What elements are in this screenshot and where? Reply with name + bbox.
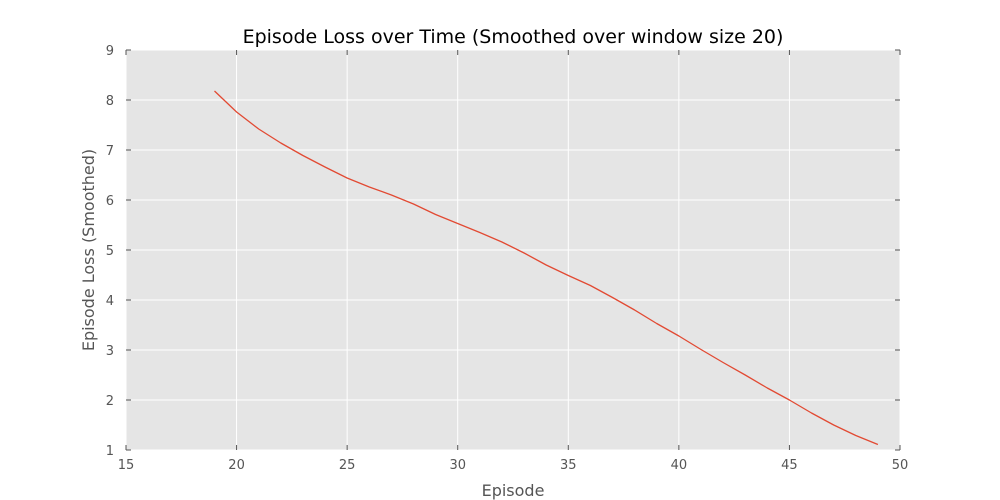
x-tick-label: 50 bbox=[892, 458, 909, 473]
y-tick-label: 1 bbox=[106, 444, 114, 459]
series-layer bbox=[214, 90, 879, 446]
x-tick-label: 30 bbox=[449, 458, 466, 473]
y-axis-label: Episode Loss (Smoothed) bbox=[79, 149, 98, 351]
x-axis-label: Episode bbox=[482, 481, 545, 500]
chart-title: Episode Loss over Time (Smoothed over wi… bbox=[243, 26, 784, 48]
x-tick-label: 20 bbox=[228, 458, 245, 473]
y-tick-label: 2 bbox=[106, 394, 114, 409]
y-tick-label: 4 bbox=[106, 294, 114, 309]
x-tick-label: 35 bbox=[560, 458, 577, 473]
y-tick-label: 8 bbox=[106, 94, 114, 109]
y-tick-label: 6 bbox=[106, 194, 114, 209]
grid-lines bbox=[125, 49, 901, 451]
y-tick-label: 7 bbox=[106, 144, 114, 159]
x-tick-label: 45 bbox=[781, 458, 798, 473]
y-tick-label: 3 bbox=[106, 344, 114, 359]
y-tick-label: 5 bbox=[106, 244, 114, 259]
x-tick-label: 40 bbox=[671, 458, 688, 473]
y-tick-label: 9 bbox=[106, 44, 114, 59]
x-tick-label: 25 bbox=[339, 458, 356, 473]
series-line bbox=[214, 90, 879, 446]
x-tick-label: 15 bbox=[118, 458, 135, 473]
